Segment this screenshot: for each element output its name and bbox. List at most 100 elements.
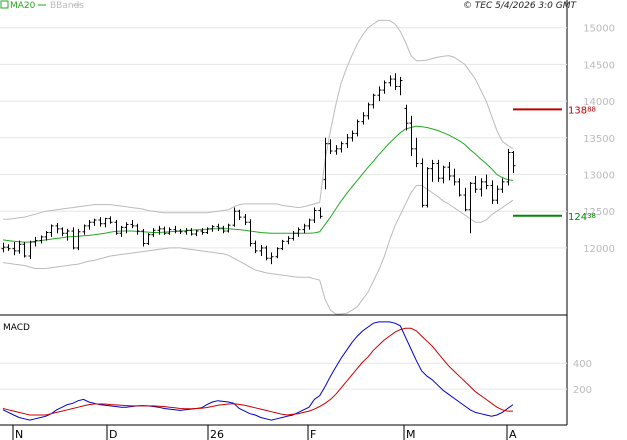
price-bar — [130, 220, 135, 229]
macd-y-ticks: 200 400 — [573, 359, 592, 396]
price-levels: 13888 12438 — [513, 105, 596, 223]
price-bar — [243, 214, 248, 226]
price-bar — [216, 223, 221, 232]
macd-y-tick-0: 200 — [573, 385, 592, 396]
price-bar — [248, 219, 253, 247]
price-y-tick-0: 12000 — [583, 244, 615, 255]
x-tick-label-0: N — [15, 428, 23, 440]
price-bar — [307, 218, 312, 230]
price-bar — [60, 227, 65, 237]
price-bar — [420, 158, 425, 208]
price-y-tick-3: 13500 — [583, 134, 615, 145]
price-bar — [200, 228, 205, 235]
macd-label: MACD — [3, 323, 30, 333]
price-bar — [39, 235, 44, 244]
price-bar — [463, 187, 468, 212]
price-bar — [393, 73, 398, 91]
price-bar — [44, 231, 49, 241]
macd-lines — [2, 321, 514, 421]
price-bar — [302, 223, 307, 234]
price-bar — [87, 220, 92, 230]
price-bar — [377, 86, 382, 102]
price-bar — [162, 226, 167, 235]
x-tick-label-2: 26 — [210, 428, 224, 440]
price-bar — [414, 137, 419, 168]
price-bar — [232, 207, 237, 227]
macd-line — [2, 321, 514, 421]
price-bar — [457, 178, 462, 197]
x-tick-label-3: F — [310, 428, 316, 440]
price-bar — [388, 75, 393, 87]
price-y-tick-4: 14000 — [583, 97, 615, 108]
price-bar — [65, 228, 70, 241]
copyright-text: © TEC 5/4/2026 3:0 GMT — [463, 1, 578, 11]
price-bar — [506, 148, 511, 186]
price-bar — [500, 178, 505, 193]
bb-lower-line — [2, 185, 514, 315]
price-bar — [173, 225, 178, 234]
price-bar — [296, 227, 301, 237]
price-bar — [141, 228, 146, 247]
price-y-tick-6: 15000 — [583, 24, 615, 35]
price-bar — [436, 159, 441, 182]
price-bar — [167, 227, 172, 235]
bb-upper-line — [3, 19, 514, 220]
price-bar — [286, 236, 291, 245]
price-bar — [404, 104, 409, 131]
price-bar — [226, 223, 231, 233]
price-bar — [22, 242, 27, 258]
price-bar — [253, 240, 258, 254]
price-bar — [447, 162, 452, 181]
price-bar — [146, 233, 151, 245]
price-bar — [55, 222, 60, 234]
x-tick-label-1: D — [109, 428, 117, 440]
price-bar — [345, 134, 350, 149]
resistance-level-label: 13888 — [568, 105, 596, 116]
price-bar — [259, 244, 264, 257]
price-bar — [425, 167, 430, 208]
price-bar — [221, 225, 226, 234]
ma20-polyline — [2, 125, 514, 243]
price-bar — [484, 174, 489, 190]
ma-legend-label: MA20 — [10, 1, 36, 11]
price-grid — [0, 27, 567, 249]
price-bar — [280, 239, 285, 251]
price-bar — [82, 224, 87, 235]
price-bar — [312, 207, 317, 223]
price-bar — [495, 185, 500, 204]
price-bar — [114, 220, 119, 235]
price-bar — [98, 217, 103, 227]
price-bar — [318, 207, 323, 219]
x-tick-label-5: A — [509, 428, 517, 440]
price-y-tick-5: 14500 — [583, 60, 615, 71]
price-bar — [323, 137, 328, 190]
price-bar — [350, 130, 355, 142]
price-bar — [355, 119, 360, 137]
price-bar — [264, 245, 269, 261]
price-y-tick-2: 13000 — [583, 171, 615, 182]
x-tick-label-4: M — [406, 428, 416, 440]
x-axis-ticks: N D 26 F M A — [12, 425, 517, 440]
price-bar — [119, 225, 124, 237]
macd-y-tick-1: 400 — [573, 359, 592, 370]
price-bar — [334, 145, 339, 155]
price-bar — [382, 80, 387, 94]
price-bar — [92, 218, 97, 226]
price-bar — [124, 222, 129, 234]
price-bar — [468, 181, 473, 234]
price-bar — [135, 223, 140, 235]
price-bar — [371, 93, 376, 109]
price-bar — [473, 175, 478, 193]
macd-signal-line — [2, 327, 513, 416]
price-bar — [452, 168, 457, 186]
support-level-label: 12438 — [568, 212, 596, 223]
price-bar — [441, 165, 446, 184]
price-bar — [511, 151, 516, 174]
price-bar — [409, 115, 414, 157]
price-bar — [328, 139, 333, 154]
price-bar — [490, 180, 495, 204]
price-bar — [237, 209, 242, 221]
price-bar — [479, 178, 484, 197]
price-bar — [366, 102, 371, 120]
price-bar — [12, 242, 17, 256]
